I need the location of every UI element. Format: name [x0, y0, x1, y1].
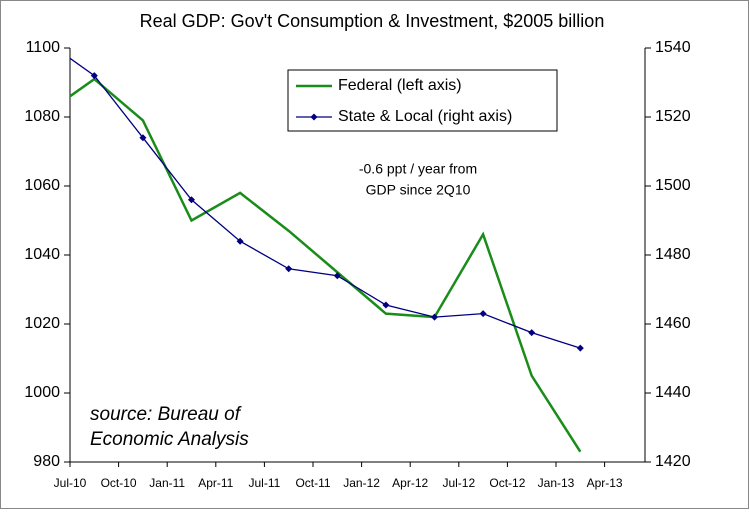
x-tick-label: Apr-11 — [198, 476, 233, 490]
y2-tick-label: 1520 — [655, 108, 691, 125]
y-tick-label: 1000 — [24, 384, 60, 401]
point-marker — [479, 310, 487, 318]
point-marker — [382, 301, 390, 309]
annotation: -0.6 ppt / year from — [359, 161, 477, 177]
chart-title: Real GDP: Gov't Consumption & Investment… — [140, 11, 605, 31]
x-tick-label: Oct-12 — [489, 476, 525, 490]
legend-marker — [310, 113, 318, 121]
legend — [287, 69, 558, 132]
x-tick-label: Oct-10 — [101, 476, 137, 490]
x-tick-label: Apr-13 — [587, 476, 623, 490]
y2-tick-label: 1460 — [655, 315, 691, 332]
x-tick-label: Apr-12 — [392, 476, 428, 490]
y2-tick-label: 1500 — [655, 177, 691, 194]
y-tick-label: 1040 — [24, 246, 60, 263]
x-tick-label: Jan-11 — [149, 476, 185, 490]
y-tick-label: 1020 — [24, 315, 60, 332]
source-note: Economic Analysis — [90, 429, 249, 450]
annotation: GDP since 2Q10 — [366, 182, 471, 198]
x-tick-label: Jan-12 — [343, 476, 380, 490]
y-tick-label: 1080 — [24, 108, 60, 125]
point-marker — [188, 196, 195, 204]
y-tick-label: 1100 — [26, 39, 61, 56]
legend-label: Federal (left axis) — [338, 77, 462, 94]
point-marker — [285, 265, 293, 273]
point-marker — [236, 237, 244, 245]
y2-tick-label: 1440 — [655, 384, 691, 401]
point-marker — [90, 72, 98, 80]
x-tick-label: Oct-11 — [295, 476, 330, 490]
x-tick-label: Jul-10 — [54, 476, 87, 490]
y2-tick-label: 1540 — [655, 39, 691, 56]
y-tick-label: 1060 — [24, 177, 60, 194]
point-marker — [528, 329, 536, 337]
point-marker — [333, 272, 341, 280]
point-marker — [431, 313, 438, 321]
x-tick-label: Jan-13 — [538, 476, 575, 490]
point-marker — [139, 134, 147, 142]
y2-tick-label: 1480 — [655, 246, 691, 263]
y2-tick-label: 1420 — [655, 453, 691, 470]
x-tick-label: Jul-11 — [249, 476, 281, 490]
series-line — [70, 77, 582, 453]
source-note: source: Bureau of — [90, 404, 242, 425]
x-tick-label: Jul-12 — [442, 476, 475, 490]
legend-label: State & Local (right axis) — [338, 108, 512, 125]
point-marker — [576, 344, 584, 352]
series-line — [70, 57, 581, 349]
y-tick-label: 980 — [33, 453, 60, 470]
